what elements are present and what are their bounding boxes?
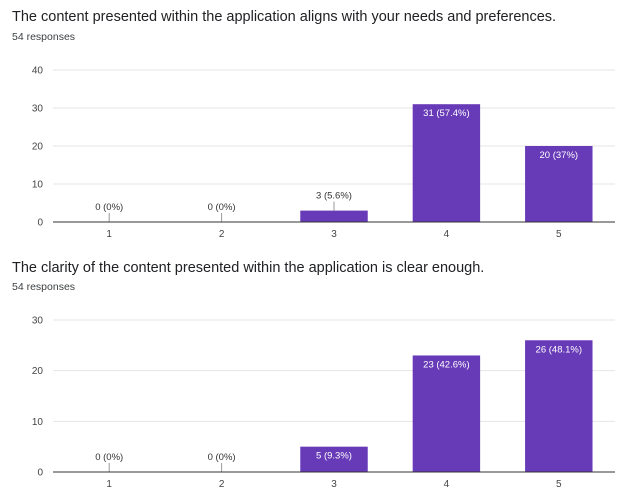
x-tick-label: 1 (106, 229, 112, 240)
question-title: The clarity of the content presented wit… (12, 260, 485, 276)
y-tick-label: 10 (32, 180, 44, 191)
data-label: 20 (37%) (540, 150, 579, 161)
y-tick-label: 10 (32, 417, 44, 428)
y-tick-label: 40 (32, 66, 44, 77)
bar (300, 446, 368, 472)
bar (412, 355, 481, 472)
y-tick-label: 0 (37, 468, 43, 479)
y-tick-label: 30 (32, 104, 44, 115)
x-tick-label: 2 (219, 229, 225, 240)
gridlines (53, 319, 615, 422)
x-tick-label: 4 (444, 479, 450, 490)
data-label: 31 (57.4%) (423, 108, 469, 119)
response-count: 54 responses (12, 31, 76, 43)
data-label: 23 (42.6%) (423, 359, 469, 370)
x-tick-label: 3 (331, 229, 337, 240)
bar-chart: 0 10 20 30 40 0 (0%) 1 0 (0%) 2 3 (5.6%) 3 31 (57.4… (32, 66, 615, 240)
x-tick-label: 5 (556, 479, 562, 490)
question-title: The content presented within the applica… (12, 9, 557, 25)
bar-chart: 0 10 20 30 0 (0%) 1 0 (0%) 2 5 (9.3%) 3 23 (42.6%)… (32, 316, 615, 490)
bar (412, 104, 481, 222)
data-label: 5 (9.3%) (316, 451, 352, 462)
chart-panel-1: The content presented within the applica… (0, 0, 623, 250)
x-tick-label: 3 (331, 479, 337, 490)
x-tick-label: 5 (556, 229, 562, 240)
chart-panel-2: The clarity of the content presented wit… (0, 250, 623, 504)
response-count: 54 responses (12, 281, 76, 293)
bar (525, 340, 593, 472)
x-tick-label: 1 (106, 479, 112, 490)
y-tick-label: 30 (32, 316, 44, 327)
x-tick-label: 4 (444, 229, 450, 240)
y-tick-label: 0 (37, 218, 43, 229)
data-label: 3 (5.6%) (316, 191, 352, 202)
y-tick-label: 20 (32, 142, 44, 153)
x-tick-label: 2 (219, 479, 225, 490)
data-label: 0 (0%) (208, 452, 236, 463)
bar (525, 146, 593, 222)
bar (300, 210, 368, 222)
data-label: 0 (0%) (208, 202, 236, 213)
data-label: 0 (0%) (95, 452, 123, 463)
gridlines (53, 69, 615, 185)
data-label: 0 (0%) (95, 202, 123, 213)
y-tick-label: 20 (32, 366, 44, 377)
data-label: 26 (48.1%) (536, 344, 582, 355)
